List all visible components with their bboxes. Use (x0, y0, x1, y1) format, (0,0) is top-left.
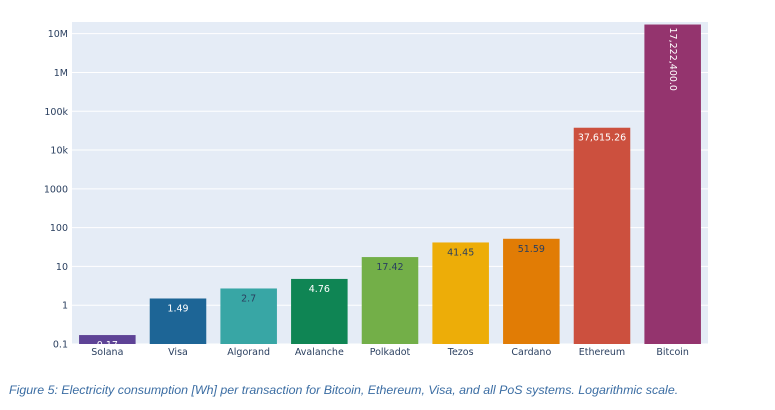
y-tick-label: 100 (50, 223, 68, 234)
data-label: 0.17 (97, 340, 118, 351)
y-tick-label: 1M (54, 68, 68, 79)
data-label: 4.76 (309, 284, 330, 295)
y-tick-label: 1000 (44, 184, 68, 195)
y-tick-label: 10k (50, 146, 68, 157)
x-tick-label: Bitcoin (656, 347, 689, 358)
bar-cardano (503, 238, 560, 344)
x-tick-label: Avalanche (295, 347, 344, 358)
x-tick-label: Cardano (511, 347, 551, 358)
x-tick-label: Solana (91, 347, 123, 358)
y-tick-label: 0.1 (53, 340, 68, 351)
x-tick-label: Polkadot (370, 347, 411, 358)
figure-caption: Figure 5: Electricity consumption [Wh] p… (9, 383, 679, 397)
bar-visa (149, 298, 207, 344)
y-tick-label: 10 (56, 262, 68, 273)
bar-avalanche (291, 278, 348, 344)
data-label: 2.7 (241, 293, 256, 304)
data-label: 17.42 (376, 262, 403, 273)
bar-solana (79, 335, 136, 344)
x-tick-label: Algorand (227, 347, 270, 358)
x-tick-label: Visa (168, 347, 188, 358)
bar-ethereum (573, 127, 631, 344)
x-tick-label: Ethereum (579, 347, 625, 358)
y-tick-label: 100k (44, 107, 68, 118)
bar-tezos (432, 242, 489, 344)
x-tick-label: Tezos (447, 347, 474, 358)
bar-algorand (220, 288, 277, 344)
data-label: 37,615.26 (578, 133, 626, 144)
bar-polkadot (361, 257, 419, 344)
bar-chart: 0.1 1 10 100 1000 10k 100k 1M 10M Solana 0.17 Visa 1… (44, 22, 708, 358)
bar-bitcoin (644, 24, 701, 345)
data-label: 51.59 (518, 244, 545, 255)
data-label: 17,222,400.0 (667, 28, 678, 91)
data-label: 41.45 (447, 247, 474, 258)
y-tick-label: 1 (62, 301, 68, 312)
data-label: 1.49 (167, 303, 188, 314)
y-tick-label: 10M (48, 29, 68, 40)
